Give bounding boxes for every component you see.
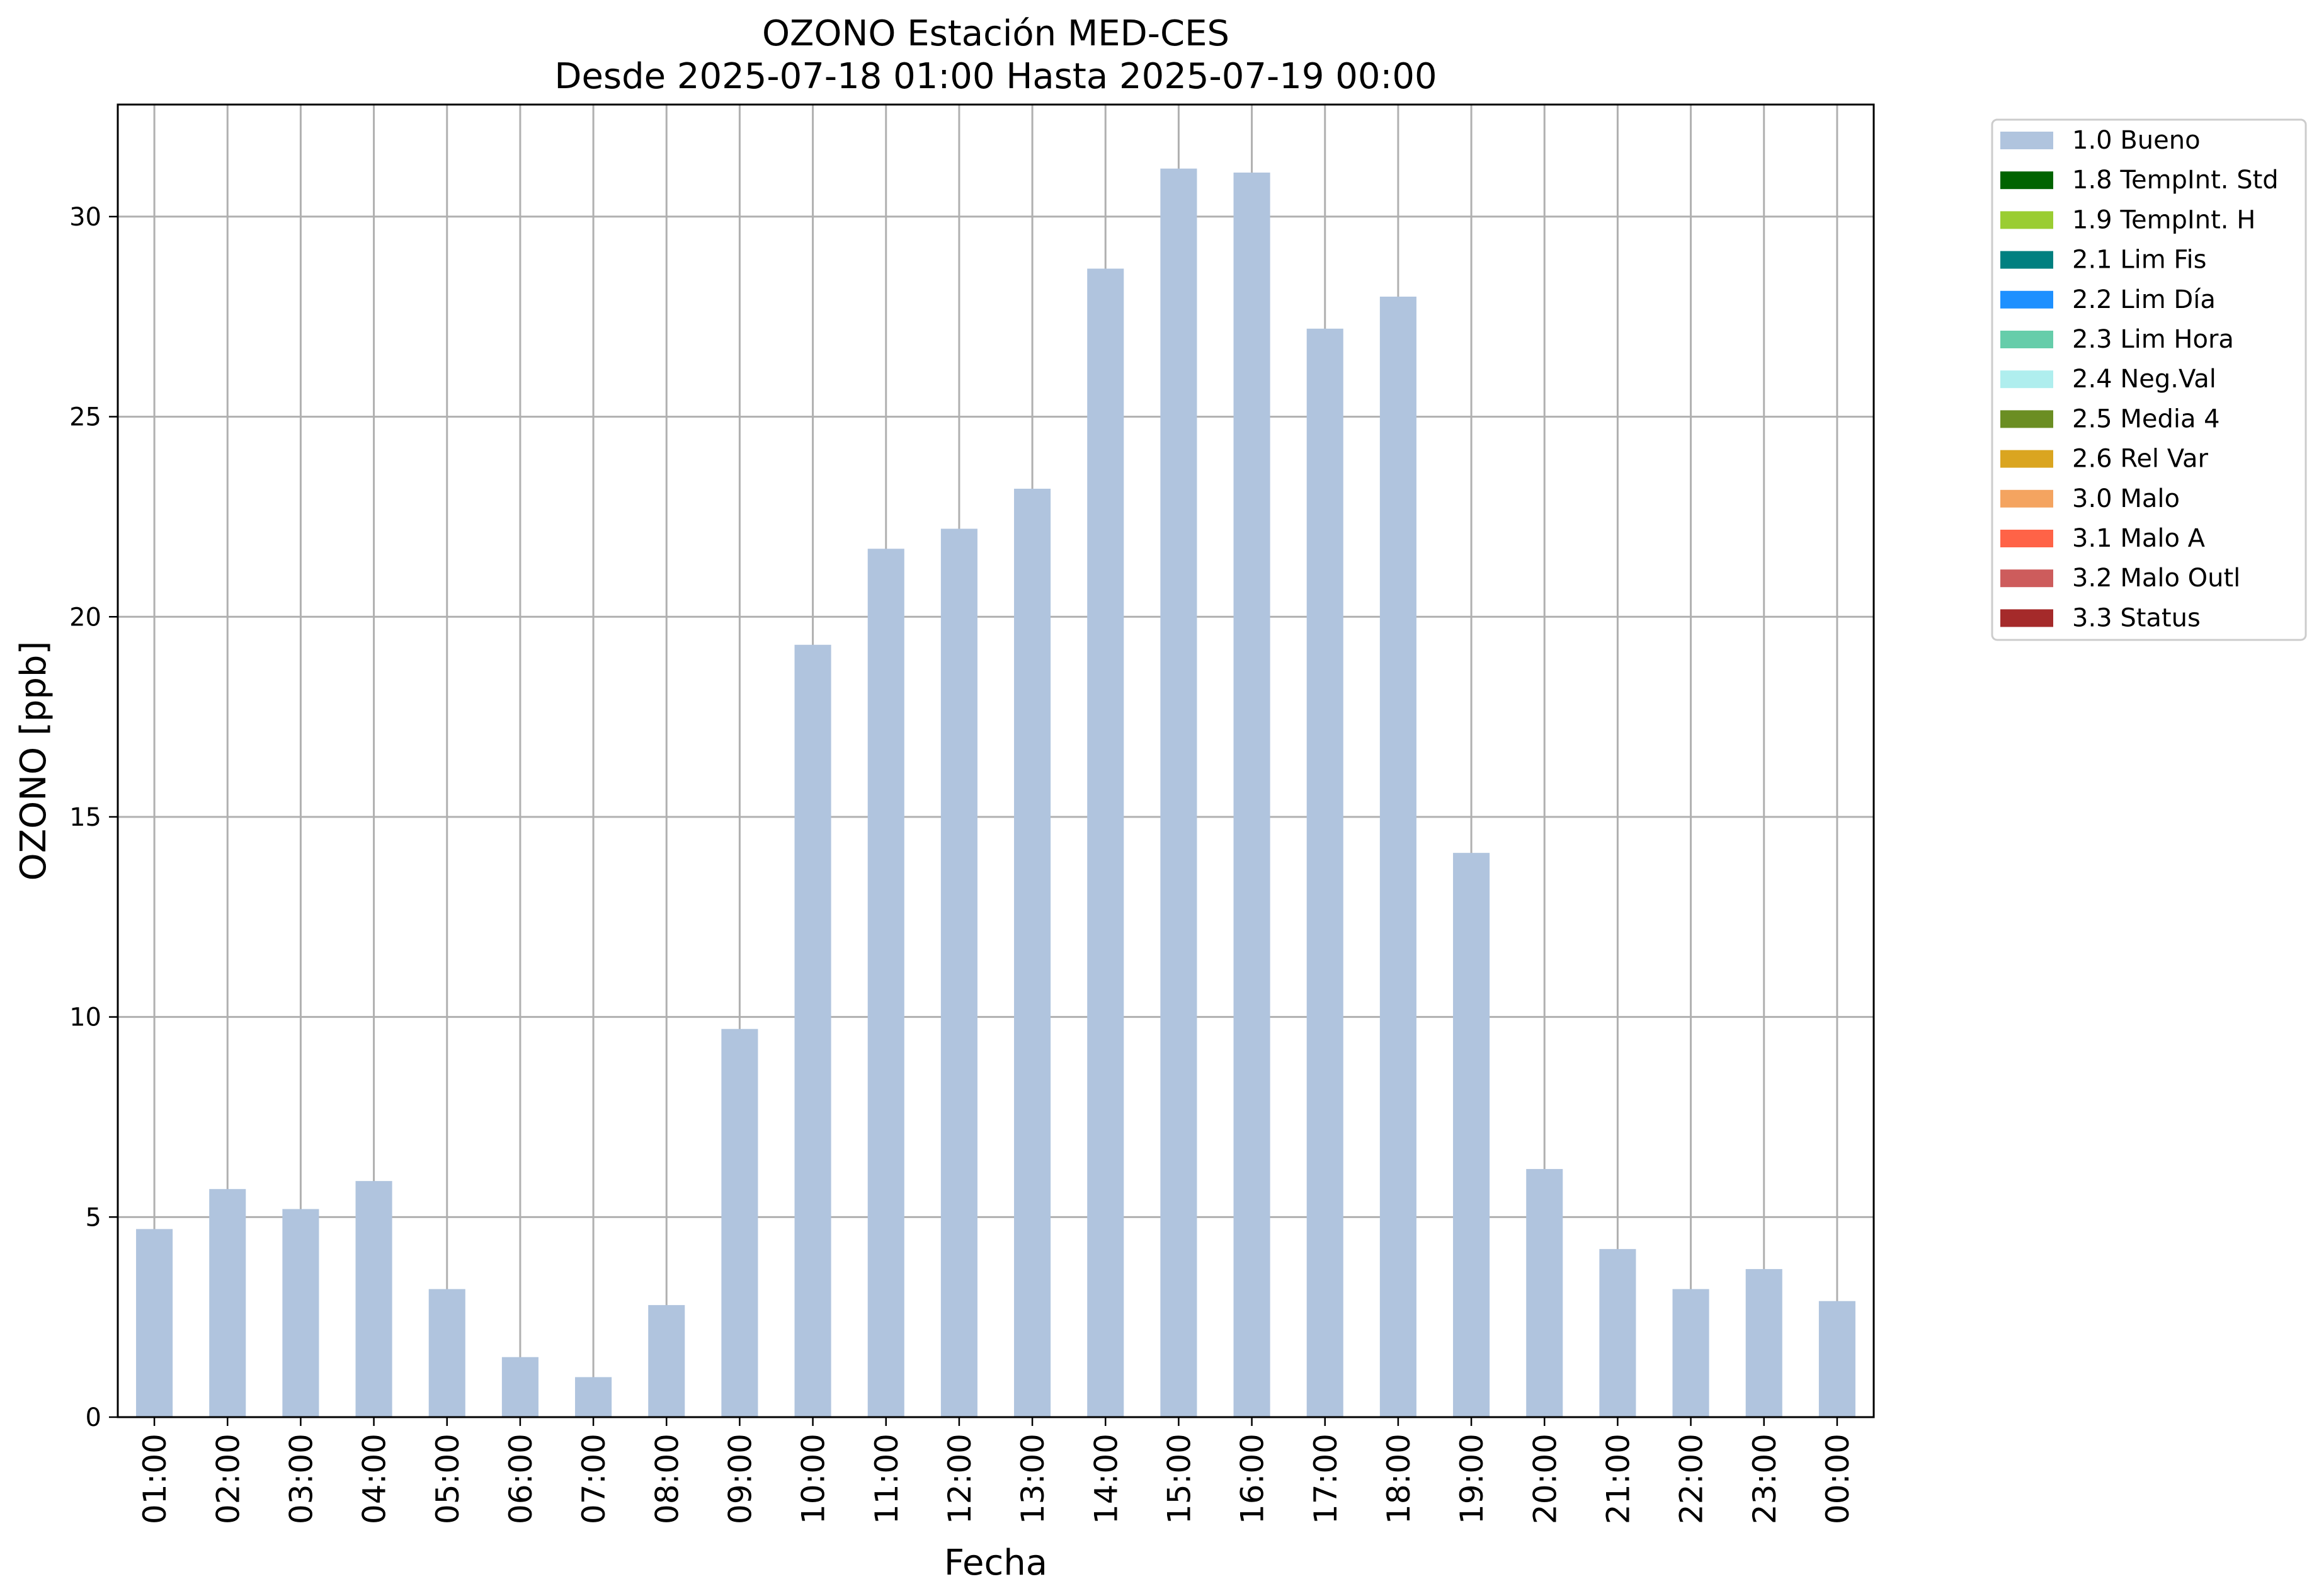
legend-swatch bbox=[2000, 171, 2053, 190]
x-tick-label: 16:00 bbox=[1234, 1434, 1271, 1524]
legend-label: 1.0 Bueno bbox=[2072, 126, 2201, 155]
legend-swatch bbox=[2000, 450, 2053, 468]
x-tick-label: 03:00 bbox=[283, 1434, 319, 1524]
x-tick-label: 04:00 bbox=[356, 1434, 393, 1524]
x-tick-label: 14:00 bbox=[1088, 1434, 1124, 1524]
bar bbox=[575, 1377, 612, 1417]
legend-label: 1.9 TempInt. H bbox=[2072, 205, 2255, 234]
legend-label: 3.1 Malo A bbox=[2072, 524, 2206, 553]
bar bbox=[1233, 173, 1270, 1417]
x-tick-label: 06:00 bbox=[503, 1434, 539, 1524]
bar bbox=[1745, 1268, 1782, 1417]
legend-swatch bbox=[2000, 530, 2053, 547]
legend-swatch bbox=[2000, 370, 2053, 389]
y-tick-label: 25 bbox=[69, 403, 101, 432]
x-ticks: 01:00 02:00 03:00 04:00 05:00 06:00 07:00 08:00… bbox=[137, 1417, 1856, 1524]
bar bbox=[648, 1305, 685, 1417]
legend-swatch bbox=[2000, 609, 2053, 627]
bar bbox=[794, 644, 831, 1417]
legend-label: 2.2 Lim Día bbox=[2072, 285, 2216, 314]
legend-swatch bbox=[2000, 569, 2053, 588]
x-tick-label: 13:00 bbox=[1015, 1434, 1051, 1524]
bar bbox=[209, 1188, 246, 1417]
legend-label: 2.6 Rel Var bbox=[2072, 445, 2209, 474]
x-axis-label: Fecha bbox=[944, 1542, 1047, 1583]
bar bbox=[282, 1209, 319, 1417]
bar bbox=[1818, 1301, 1855, 1417]
legend-swatch bbox=[2000, 489, 2053, 508]
bar bbox=[1599, 1249, 1636, 1417]
x-tick-label: 02:00 bbox=[210, 1434, 246, 1524]
legend-swatch bbox=[2000, 290, 2053, 309]
chart-title: OZONO Estación MED-CES bbox=[762, 13, 1229, 54]
y-tick-label: 15 bbox=[69, 803, 101, 832]
y-axis-label: OZONO [ppb] bbox=[13, 641, 54, 881]
bar bbox=[1160, 168, 1197, 1417]
bar bbox=[1526, 1169, 1563, 1417]
legend-label: 3.3 Status bbox=[2072, 603, 2201, 632]
y-ticks: 0 5 10 15 20 25 30 bbox=[69, 203, 118, 1432]
y-tick-label: 0 bbox=[86, 1403, 101, 1432]
legend-label: 2.3 Lim Hora bbox=[2072, 325, 2234, 354]
y-tick-label: 20 bbox=[69, 603, 101, 632]
y-tick-label: 30 bbox=[69, 203, 101, 232]
legend-label: 2.4 Neg.Val bbox=[2072, 365, 2216, 394]
x-tick-label: 19:00 bbox=[1454, 1434, 1490, 1524]
legend-swatch bbox=[2000, 211, 2053, 229]
bar bbox=[1379, 296, 1416, 1418]
x-tick-label: 21:00 bbox=[1600, 1434, 1636, 1524]
legend-swatch bbox=[2000, 410, 2053, 428]
x-tick-label: 12:00 bbox=[942, 1434, 978, 1524]
x-tick-label: 11:00 bbox=[869, 1434, 905, 1524]
x-tick-label: 18:00 bbox=[1381, 1434, 1417, 1524]
x-tick-label: 08:00 bbox=[649, 1434, 685, 1524]
x-tick-label: 00:00 bbox=[1820, 1434, 1856, 1524]
legend-frame bbox=[1991, 118, 2307, 641]
y-tick-label: 5 bbox=[86, 1203, 101, 1232]
bar bbox=[428, 1289, 465, 1417]
x-tick-label: 07:00 bbox=[576, 1434, 612, 1524]
plot-frame bbox=[117, 103, 1875, 1418]
bar bbox=[136, 1229, 173, 1417]
legend-label: 1.8 TempInt. Std bbox=[2072, 166, 2279, 195]
x-tick-label: 22:00 bbox=[1673, 1434, 1710, 1524]
bar bbox=[1014, 488, 1051, 1418]
x-tick-label: 17:00 bbox=[1308, 1434, 1344, 1524]
bar bbox=[1306, 328, 1343, 1417]
bar bbox=[501, 1357, 538, 1417]
legend-label: 2.1 Lim Fis bbox=[2072, 246, 2206, 275]
legend-label: 2.5 Media 4 bbox=[2072, 404, 2220, 433]
x-tick-label: 15:00 bbox=[1161, 1434, 1197, 1524]
x-tick-label: 20:00 bbox=[1527, 1434, 1563, 1524]
legend-label: 3.2 Malo Outl bbox=[2072, 564, 2240, 593]
legend: 1.0 Bueno 1.8 TempInt. Std 1.9 TempInt. H 2… bbox=[1991, 118, 2307, 641]
y-tick-label: 10 bbox=[69, 1003, 101, 1032]
bar bbox=[355, 1181, 392, 1417]
bar bbox=[867, 549, 904, 1417]
x-tick-label: 01:00 bbox=[137, 1434, 173, 1524]
bar bbox=[1453, 853, 1490, 1417]
bars bbox=[136, 168, 1855, 1418]
x-tick-label: 10:00 bbox=[795, 1434, 832, 1524]
bar bbox=[721, 1029, 758, 1417]
bar bbox=[1087, 268, 1124, 1417]
legend-swatch bbox=[2000, 132, 2053, 149]
legend-swatch bbox=[2000, 251, 2053, 269]
bar bbox=[1672, 1289, 1709, 1417]
legend-swatch bbox=[2000, 331, 2053, 348]
x-tick-label: 05:00 bbox=[430, 1434, 466, 1524]
bar bbox=[940, 528, 977, 1417]
legend-label: 3.0 Malo bbox=[2072, 484, 2180, 513]
x-tick-label: 23:00 bbox=[1746, 1434, 1783, 1524]
chart-subtitle: Desde 2025-07-18 01:00 Hasta 2025-07-19 … bbox=[554, 56, 1437, 97]
x-tick-label: 09:00 bbox=[722, 1434, 758, 1524]
